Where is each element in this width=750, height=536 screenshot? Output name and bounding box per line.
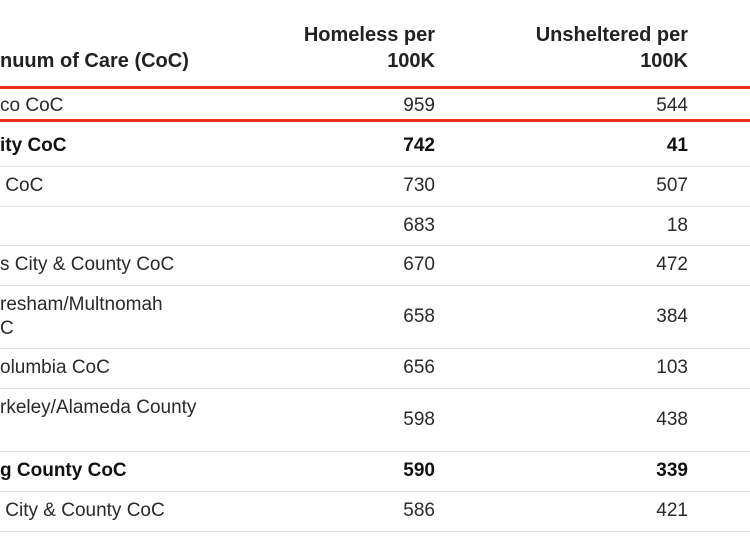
coc-name: olumbia CoC	[0, 357, 110, 378]
homeless-per-100k-value: 742	[403, 135, 435, 156]
coc-name: g County CoC	[0, 460, 127, 481]
coc-name: City & County CoC	[0, 500, 165, 521]
homeless-per-100k-value: 586	[403, 500, 435, 521]
table-row: City & County CoC 586 421	[0, 491, 750, 532]
table-row: g County CoC 590 339	[0, 451, 750, 492]
homeless-per-100k-value: 730	[403, 175, 435, 196]
coc-name: CoC	[0, 175, 44, 196]
table-row: ity CoC 742 41	[0, 126, 750, 167]
column-header-homeless-line2: 100K	[387, 50, 435, 72]
table-row: co CoC 959 544	[0, 88, 750, 122]
homeless-per-100k-value: 656	[403, 357, 435, 378]
unsheltered-per-100k-value: 18	[666, 215, 688, 236]
column-header-coc[interactable]: nuum of Care (CoC)	[0, 50, 189, 72]
unsheltered-per-100k-value: 544	[656, 95, 688, 116]
homeless-per-100k-value: 658	[403, 306, 435, 327]
unsheltered-per-100k-value: 507	[656, 175, 688, 196]
unsheltered-per-100k-value: 438	[656, 409, 688, 430]
coc-name: s City & County CoC	[0, 254, 175, 275]
unsheltered-per-100k-value: 384	[656, 306, 688, 327]
unsheltered-per-100k-value: 103	[656, 357, 688, 378]
homeless-per-100k-value: 959	[403, 95, 435, 116]
homeless-per-100k-value: 598	[403, 409, 435, 430]
coc-name-continued: C	[0, 318, 14, 339]
unsheltered-per-100k-value: 421	[656, 500, 688, 521]
table-row: rkeley/Alameda County 598 438	[0, 388, 750, 452]
table-row: CoC 730 507	[0, 166, 750, 207]
table-row: 683 18	[0, 206, 750, 246]
homeless-per-100k-value: 683	[403, 215, 435, 236]
column-header-unsheltered-per-100k[interactable]: Unsheltered per 100K	[468, 22, 688, 74]
homeless-per-100k-value: 590	[403, 460, 435, 481]
table-row: resham/Multnomah C 658 384	[0, 285, 750, 349]
column-header-homeless-line1: Homeless per	[303, 24, 435, 46]
homeless-per-100k-value: 670	[403, 254, 435, 275]
coc-name: co CoC	[0, 95, 64, 116]
coc-name: rkeley/Alameda County	[0, 397, 197, 418]
unsheltered-per-100k-value: 472	[656, 254, 688, 275]
table-row: s City & County CoC 670 472	[0, 245, 750, 286]
coc-name: ity CoC	[0, 135, 67, 156]
unsheltered-per-100k-value: 41	[666, 135, 688, 156]
column-header-unsheltered-line2: 100K	[640, 50, 688, 72]
column-header-homeless-per-100k[interactable]: Homeless per 100K	[235, 22, 435, 74]
unsheltered-per-100k-value: 339	[656, 460, 688, 481]
column-header-unsheltered-line1: Unsheltered per	[535, 24, 688, 46]
table-row: olumbia CoC 656 103	[0, 348, 750, 389]
table-header: nuum of Care (CoC) Homeless per 100K Uns…	[0, 0, 750, 86]
coc-name: resham/Multnomah	[0, 294, 163, 315]
